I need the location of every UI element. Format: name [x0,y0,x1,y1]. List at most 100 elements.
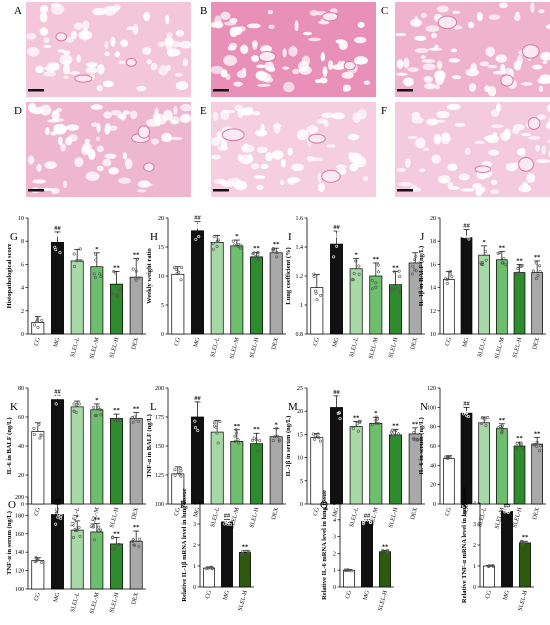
histology-panel-f: F [381,102,550,197]
data-point [250,438,254,442]
data-point [536,274,540,278]
y-tick-label: 4 [193,501,196,507]
alveolus [467,21,475,29]
data-point [374,285,378,289]
bar-slel-h [239,551,251,588]
alveolus [108,167,119,175]
alveolus [546,104,550,113]
data-point [277,439,281,443]
data-point [396,432,400,436]
y-tick-label: 0 [333,585,336,591]
alveolus [51,109,60,121]
alveolus [342,168,347,175]
data-point [501,261,505,265]
y-tick-label: 15 [158,245,164,251]
category-label: SLEL-H [388,336,399,358]
alveolus [102,158,112,167]
y-tick-label: 2 [193,543,196,549]
alveolus [85,66,98,74]
data-point [515,441,519,445]
category-label: SLEL-L [210,507,221,528]
data-point [410,272,414,276]
alveolus [455,122,466,127]
y-tick-label: 120 [15,569,24,575]
bar-slel-h [110,283,123,335]
histology-panel-d: D [14,102,193,197]
data-point [479,262,483,266]
alveolus [96,165,104,172]
data-point [461,231,465,235]
data-point [444,455,448,459]
chart-panel-n: N 0 20 40 60 80 100 120 IL-6 in serum (ng/L) CG ##… [418,386,546,529]
scale-bar [213,89,229,92]
panel-label: P [180,499,186,511]
data-point [72,252,76,256]
alveolus [69,71,80,75]
y-tick-label: 5 [333,501,336,507]
alveolus [537,114,547,120]
airway [500,74,514,87]
data-point [231,239,235,243]
alveolus [479,61,490,67]
data-point [223,522,227,526]
y-tick-label: 20 [18,473,24,479]
data-point [233,434,237,438]
alveolus [97,64,105,75]
data-point [112,270,116,274]
alveolus [280,159,286,168]
alveolus [263,77,274,83]
alveolus [86,62,98,68]
alveolus [326,144,336,148]
alveolus [419,168,425,173]
data-point [73,529,77,533]
data-point [414,254,418,258]
y-tick-label: 18 [430,239,436,245]
data-point [535,440,539,444]
data-point [254,438,258,442]
significance-mark: ## [224,512,231,519]
alveolus [252,40,258,48]
data-point [134,278,138,282]
bar-cg [203,567,215,588]
y-tick-label: 1.2 [296,274,304,280]
y-axis-label: TNF-α in serum (ng/L) [6,511,13,575]
significance-mark: * [483,239,486,246]
alveolus [411,116,424,124]
alveolus [437,5,449,13]
alveolus [322,66,328,77]
data-point [212,424,216,428]
alveolus [327,60,334,71]
significance-mark: * [76,514,79,521]
alveolus [110,36,116,47]
data-point [177,270,181,274]
category-label: MG [53,591,61,603]
alveolus [50,3,61,7]
data-point [354,259,358,263]
data-point [137,276,141,280]
data-point [389,435,393,439]
significance-mark: ** [499,417,506,424]
alveolus [267,10,274,15]
data-point [393,287,397,291]
y-tick-label: 20 [430,483,436,489]
data-point [347,568,351,572]
data-point [36,325,40,329]
data-point [173,468,177,472]
alveolus [124,158,133,170]
data-point [273,435,277,439]
y-tick-label: 14 [430,286,436,292]
alveolus [513,60,522,71]
y-tick-label: 20 [297,409,303,415]
significance-mark: ** [133,406,140,413]
data-point [212,235,216,239]
data-point [506,510,510,514]
data-point [411,437,415,441]
bar-slel-l [478,422,490,505]
category-label: SLEL-L [70,507,81,528]
category-label: DEX [271,336,280,350]
data-point [77,402,81,406]
alveolus [517,148,525,156]
data-point [370,423,374,427]
alveolus [487,85,497,97]
alveolus [182,58,189,67]
